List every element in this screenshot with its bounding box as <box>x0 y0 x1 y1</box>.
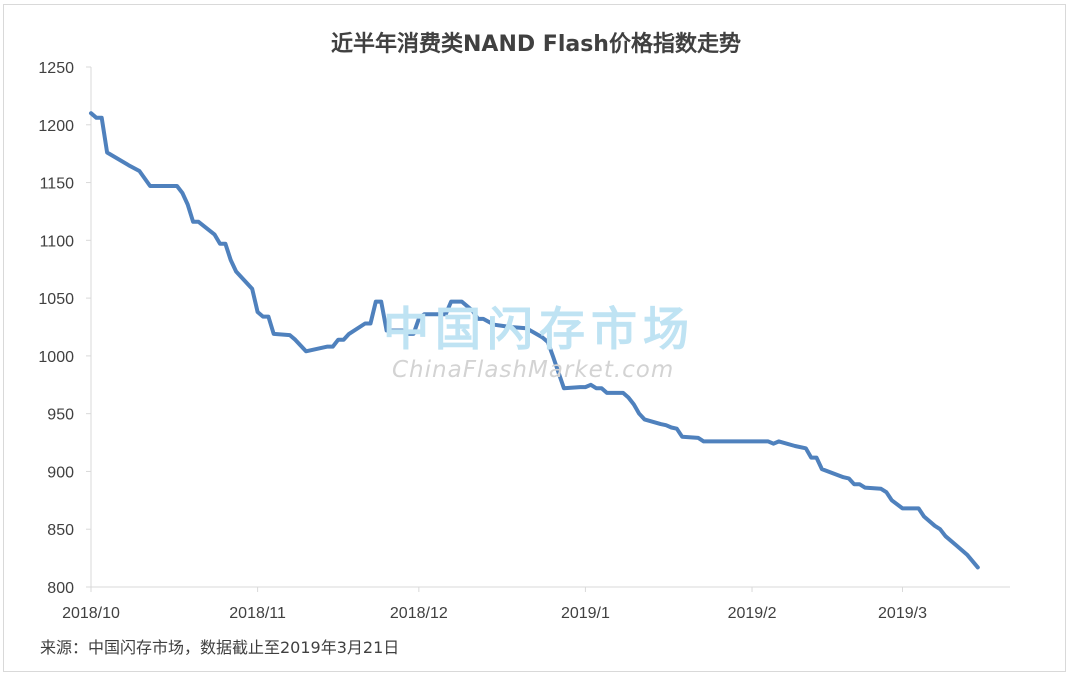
watermark-en: ChinaFlashMarket.com <box>392 357 675 383</box>
axes <box>86 66 1010 592</box>
y-tick-label: 1050 <box>38 291 74 308</box>
y-tick-label: 800 <box>47 580 74 597</box>
y-tick-label: 900 <box>47 464 74 481</box>
watermark-cn: 中国闪存市场 <box>383 302 695 356</box>
x-tick-label: 2019/1 <box>561 605 610 622</box>
chart-title: 近半年消费类NAND Flash价格指数走势 <box>331 32 741 57</box>
y-tick-label: 1100 <box>40 233 75 250</box>
y-tick-label: 1000 <box>38 349 74 366</box>
y-tick-labels: 800 850 900 950 1000 1050 1100 1150 1200 1250 <box>38 60 74 597</box>
y-tick-label: 1200 <box>38 118 74 135</box>
x-tick-label: 2019/3 <box>878 605 927 622</box>
y-tick-label: 1150 <box>40 176 75 193</box>
x-tick-label: 2019/2 <box>728 605 777 622</box>
y-tick-label: 950 <box>47 407 74 424</box>
x-tick-label: 2018/10 <box>62 605 120 622</box>
x-tick-label: 2018/12 <box>390 605 448 622</box>
source-note: 来源：中国闪存市场，数据截止至2019年3月21日 <box>40 638 400 657</box>
y-tick-label: 850 <box>47 522 74 539</box>
y-tick-label: 1250 <box>38 60 74 77</box>
x-tick-label: 2018/11 <box>229 605 286 622</box>
series-line <box>89 111 980 570</box>
chart-frame <box>3 4 1066 672</box>
x-tick-labels: 2018/10 2018/11 2018/12 2019/1 2019/2 2019/3 <box>62 605 927 622</box>
